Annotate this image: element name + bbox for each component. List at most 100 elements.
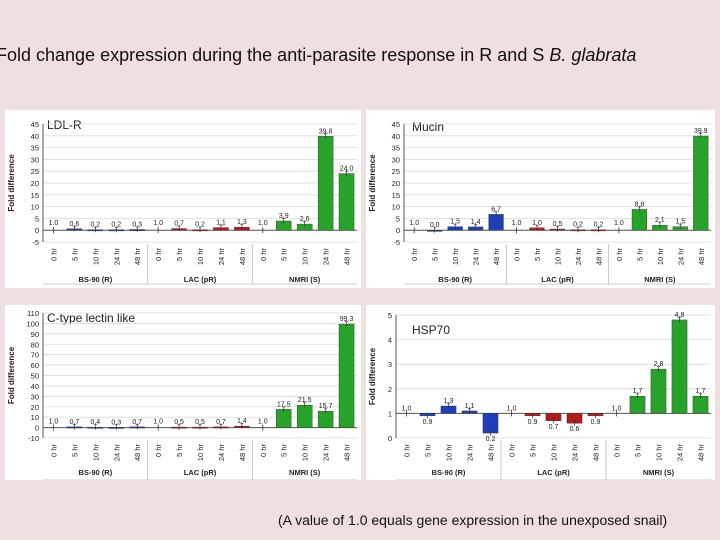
x-tick-label: 48 hr <box>492 248 501 266</box>
bar <box>338 323 355 428</box>
group-label: BS-90 (R) <box>78 468 112 477</box>
data-label: 0.2 <box>486 436 496 443</box>
data-label: 0.7 <box>132 419 142 426</box>
y-tick-label: 0 <box>35 226 39 235</box>
y-tick-label: -5 <box>32 238 39 247</box>
group-label: LAC (pR) <box>541 275 574 284</box>
x-tick-label: 24 hr <box>112 444 121 462</box>
data-label: 1.7 <box>633 388 643 395</box>
y-tick-label: 15 <box>31 191 39 200</box>
x-tick-label: 24 hr <box>472 248 481 266</box>
x-tick-label: 5 hr <box>634 444 643 457</box>
data-label: 0.2 <box>195 222 205 229</box>
data-label: 1.4 <box>471 219 481 226</box>
x-tick-label: 48 hr <box>343 444 352 462</box>
x-tick-label: 24 hr <box>676 248 685 266</box>
data-label: 24.0 <box>340 166 354 173</box>
data-label: 0.7 <box>216 419 226 426</box>
x-tick-label: 5 hr <box>70 444 79 457</box>
data-label: 1.0 <box>507 405 517 412</box>
x-tick-label: 24 hr <box>217 444 226 462</box>
y-axis-label: Fold difference <box>368 347 377 405</box>
y-tick-label: 30 <box>31 155 39 164</box>
y-axis-label: Fold difference <box>368 154 377 212</box>
chart-title-hsp70: HSP70 <box>412 323 451 337</box>
data-label: 0.7 <box>174 221 184 228</box>
x-tick-label: 10 hr <box>196 444 205 462</box>
footnote: (A value of 1.0 equals gene expression i… <box>278 512 668 528</box>
x-tick-label: 48 hr <box>592 444 601 462</box>
y-tick-label: 20 <box>31 403 39 412</box>
x-tick-label: 10 hr <box>550 444 559 462</box>
data-label: 1.5 <box>675 219 685 226</box>
chart-mucin: Fold difference -5 0 5 10 15 20 25 30 35 40 45 1.0 0 … <box>368 120 711 285</box>
data-label: 2.8 <box>654 361 664 368</box>
x-tick-label: 5 hr <box>70 248 79 261</box>
x-tick-label: 0 hr <box>49 248 58 261</box>
data-label: 39.9 <box>694 128 708 135</box>
data-label: 1.0 <box>153 220 163 227</box>
bar <box>650 368 667 414</box>
y-tick-label: 5 <box>388 311 392 320</box>
x-tick-label: 5 hr <box>280 248 289 261</box>
data-label: 1.0 <box>258 220 268 227</box>
data-label: 1.0 <box>612 405 622 412</box>
bar <box>631 209 647 231</box>
data-label: 6.7 <box>491 206 501 213</box>
bar <box>671 319 688 414</box>
bar <box>482 413 499 434</box>
group-label: NMRI (S) <box>289 275 321 284</box>
y-tick-label: 40 <box>392 132 400 141</box>
x-tick-label: 5 hr <box>175 248 184 261</box>
x-tick-label: 10 hr <box>301 444 310 462</box>
group-label: BS-90 (R) <box>432 468 466 477</box>
x-tick-label: 24 hr <box>466 444 475 462</box>
data-label: 0.7 <box>70 419 80 426</box>
x-tick-label: 48 hr <box>343 248 352 266</box>
data-label: 1.0 <box>153 419 163 426</box>
x-tick-label: 5 hr <box>533 248 542 261</box>
x-tick-label: 0 hr <box>259 248 268 261</box>
bar <box>296 404 313 428</box>
chart-panel-hsp70: HSP70 Fold difference 0 1 2 3 4 5 1.0 0 hr 0.9 5 h… <box>366 305 715 480</box>
data-label: 1.5 <box>450 219 460 226</box>
data-label: 1.0 <box>409 220 419 227</box>
x-tick-label: 10 hr <box>91 444 100 462</box>
y-axis-label: Fold difference <box>7 154 16 212</box>
data-label: 0.2 <box>111 222 121 229</box>
data-label: 1.0 <box>532 220 542 227</box>
x-tick-label: 0 hr <box>410 248 419 261</box>
chart-panel-ctype-lectin: C-type lectin like Fold difference -10 0 10… <box>5 305 361 480</box>
y-tick-label: 50 <box>31 372 39 381</box>
x-tick-label: 5 hr <box>635 248 644 261</box>
y-tick-label: -5 <box>393 238 400 247</box>
data-label: 39.8 <box>319 128 333 135</box>
bar <box>692 395 709 414</box>
x-tick-label: 48 hr <box>238 444 247 462</box>
x-tick-label: 10 hr <box>656 248 665 266</box>
data-label: 2.1 <box>655 217 665 224</box>
data-label: 1.1 <box>465 403 475 410</box>
data-label: 17.5 <box>277 401 291 408</box>
x-tick-label: 10 hr <box>451 248 460 266</box>
x-tick-label: 0 hr <box>513 248 522 261</box>
data-label: 0.6 <box>70 221 80 228</box>
y-tick-label: 40 <box>31 132 39 141</box>
data-label: 0.5 <box>553 221 563 228</box>
y-tick-label: 0 <box>35 424 39 433</box>
group-label: LAC (pR) <box>184 468 217 477</box>
y-tick-label: 80 <box>31 340 39 349</box>
data-label: 21.5 <box>298 397 312 404</box>
group-label: NMRI (S) <box>643 468 675 477</box>
x-tick-label: 48 hr <box>697 444 706 462</box>
title-species: B. glabrata <box>549 45 637 65</box>
data-label: 3.9 <box>279 213 289 220</box>
bar <box>693 135 709 231</box>
x-tick-label: 0 hr <box>49 444 58 457</box>
x-tick-label: 10 hr <box>655 444 664 462</box>
x-tick-label: 5 hr <box>431 248 440 261</box>
y-tick-label: 0 <box>388 434 392 443</box>
data-label: 1.1 <box>216 220 226 227</box>
x-tick-label: 24 hr <box>571 444 580 462</box>
